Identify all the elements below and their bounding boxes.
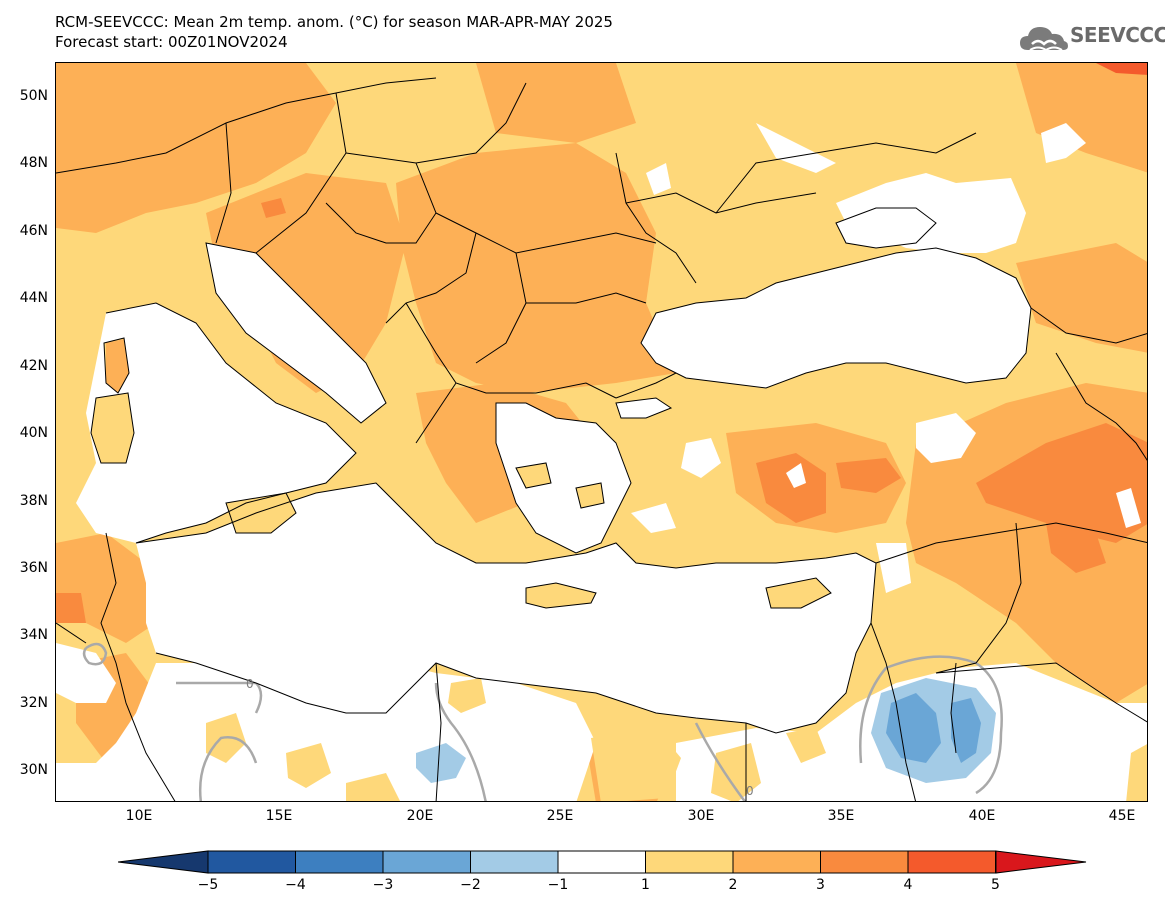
colorbar-over-triangle — [995, 850, 1087, 874]
colorbar-label: 5 — [991, 877, 1000, 893]
colorbar-cell — [382, 850, 471, 874]
anomaly-3-4-regions — [56, 198, 1147, 623]
lat-label-48n: 48N — [19, 155, 48, 171]
anomaly-map: 0 0 — [56, 63, 1147, 801]
map-title: RCM-SEEVCCC: Mean 2m temp. anom. (°C) fo… — [55, 12, 613, 52]
anomaly-4-5-region — [1096, 63, 1147, 75]
lon-label-10e: 10E — [125, 808, 153, 824]
lon-label-30e: 30E — [687, 808, 715, 824]
contour-label-0-a: 0 — [746, 784, 754, 798]
lon-label-35e: 35E — [827, 808, 855, 824]
coastlines-borders — [56, 77, 1147, 801]
lon-label-15e: 15E — [265, 808, 293, 824]
colorbar-label: −1 — [547, 877, 569, 893]
colorbar-cell — [207, 850, 296, 874]
colorbar-label: −2 — [460, 877, 481, 893]
colorbar-label: 2 — [728, 877, 738, 893]
lat-label-50n: 50N — [19, 88, 48, 104]
lon-label-45e: 45E — [1108, 808, 1136, 824]
anomaly-2-3-regions — [56, 63, 1147, 801]
colorbar-under-triangle — [117, 850, 209, 874]
lat-label-46n: 46N — [19, 223, 48, 239]
colorbar-cell — [820, 850, 909, 874]
corsica-warm — [106, 339, 129, 393]
colorbar-cell — [907, 850, 996, 874]
colorbar-label: 1 — [641, 877, 650, 893]
lat-label-38n: 38N — [19, 493, 48, 509]
colorbar-cell — [295, 850, 384, 874]
colorbar-cell — [470, 850, 559, 874]
colorbar-cell — [732, 850, 821, 874]
colorbar-label: 3 — [816, 877, 825, 893]
lon-label-20e: 20E — [406, 808, 434, 824]
logo-text: SEEVCCC — [1070, 23, 1165, 47]
lat-label-32n: 32N — [19, 695, 48, 711]
contour-label-0-b: 0 — [246, 677, 254, 691]
lat-label-44n: 44N — [19, 290, 48, 306]
seevccc-logo: SEEVCCC — [1018, 20, 1165, 60]
lat-label-30n: 30N — [19, 762, 48, 778]
cool-anomaly-regions — [416, 678, 996, 783]
colorbar-label: −4 — [285, 877, 306, 893]
map-panel: 0 0 — [55, 62, 1148, 802]
lat-label-40n: 40N — [19, 425, 48, 441]
colorbar-graphic — [117, 850, 1087, 874]
lat-label-34n: 34N — [19, 627, 48, 643]
colorbar — [117, 847, 1088, 877]
lat-label-36n: 36N — [19, 560, 48, 576]
colorbar-cell — [557, 850, 646, 874]
lon-label-25e: 25E — [546, 808, 574, 824]
colorbar-label: 4 — [903, 877, 913, 893]
colorbar-label: −5 — [197, 877, 219, 893]
lat-label-42n: 42N — [19, 358, 48, 374]
title-line-2: Forecast start: 00Z01NOV2024 — [55, 33, 288, 51]
colorbar-label: −3 — [372, 877, 394, 893]
lon-label-40e: 40E — [968, 808, 996, 824]
colorbar-cells — [207, 850, 996, 874]
colorbar-cell — [645, 850, 734, 874]
southern-warm-patches — [206, 678, 1147, 801]
sea-areas — [76, 208, 1031, 733]
title-line-1: RCM-SEEVCCC: Mean 2m temp. anom. (°C) fo… — [55, 13, 613, 31]
cloud-icon — [1020, 27, 1068, 52]
